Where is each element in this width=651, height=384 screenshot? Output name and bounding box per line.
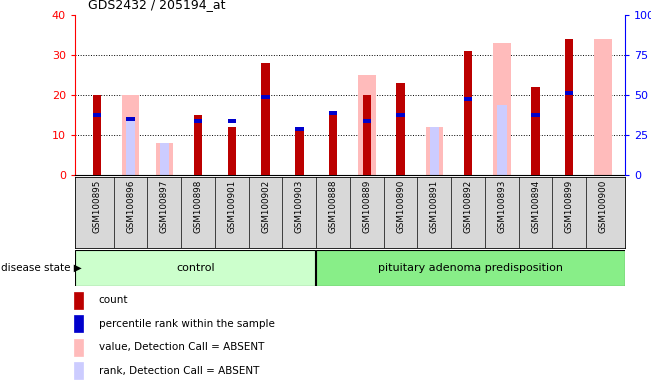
Text: GSM100894: GSM100894 <box>531 179 540 233</box>
Bar <box>329 111 337 115</box>
Text: GSM100891: GSM100891 <box>430 179 439 233</box>
Bar <box>493 43 510 175</box>
Bar <box>396 113 405 117</box>
Text: GSM100895: GSM100895 <box>92 179 102 233</box>
Bar <box>531 87 540 175</box>
Bar <box>261 63 270 175</box>
Bar <box>74 362 83 379</box>
Bar <box>194 119 202 122</box>
Text: value, Detection Call = ABSENT: value, Detection Call = ABSENT <box>98 342 264 352</box>
Bar <box>74 339 83 356</box>
Text: GSM100892: GSM100892 <box>464 179 473 233</box>
Bar <box>565 91 574 95</box>
Bar <box>531 113 540 117</box>
Text: GSM100900: GSM100900 <box>598 179 607 233</box>
Bar <box>363 119 371 122</box>
Bar <box>329 111 337 175</box>
Bar <box>430 127 439 175</box>
Bar <box>464 97 472 101</box>
Text: GSM100903: GSM100903 <box>295 179 304 233</box>
Bar <box>295 127 303 131</box>
Text: GSM100898: GSM100898 <box>193 179 202 233</box>
Text: GSM100888: GSM100888 <box>329 179 337 233</box>
Bar <box>74 315 83 332</box>
Bar <box>464 51 472 175</box>
Bar <box>594 39 612 175</box>
Bar <box>75 250 314 286</box>
Text: percentile rank within the sample: percentile rank within the sample <box>98 319 275 329</box>
Bar <box>497 105 506 175</box>
Bar <box>122 95 139 175</box>
Text: GSM100897: GSM100897 <box>159 179 169 233</box>
Text: GSM100889: GSM100889 <box>363 179 371 233</box>
Bar <box>396 83 405 175</box>
Text: GSM100899: GSM100899 <box>565 179 574 233</box>
Bar <box>126 117 135 121</box>
Bar <box>74 292 83 309</box>
Bar <box>295 127 303 175</box>
Text: control: control <box>176 263 215 273</box>
Bar <box>156 143 173 175</box>
Text: GSM100896: GSM100896 <box>126 179 135 233</box>
Text: GSM100893: GSM100893 <box>497 179 506 233</box>
Bar <box>316 250 625 286</box>
Bar <box>228 119 236 122</box>
Bar <box>228 127 236 175</box>
Text: GDS2432 / 205194_at: GDS2432 / 205194_at <box>88 0 225 12</box>
Bar <box>126 117 135 175</box>
Text: GSM100902: GSM100902 <box>261 179 270 233</box>
Text: rank, Detection Call = ABSENT: rank, Detection Call = ABSENT <box>98 366 259 376</box>
Text: GSM100890: GSM100890 <box>396 179 405 233</box>
Bar <box>565 39 574 175</box>
Text: GSM100901: GSM100901 <box>227 179 236 233</box>
Bar <box>363 95 371 175</box>
Bar <box>396 109 406 175</box>
Bar <box>92 113 101 117</box>
Bar <box>194 115 202 175</box>
Bar <box>92 95 101 175</box>
Text: disease state ▶: disease state ▶ <box>1 263 82 273</box>
Bar <box>426 127 443 175</box>
Text: count: count <box>98 295 128 305</box>
Bar <box>261 95 270 99</box>
Bar <box>159 143 169 175</box>
Bar <box>358 75 376 175</box>
Text: pituitary adenoma predisposition: pituitary adenoma predisposition <box>378 263 563 273</box>
